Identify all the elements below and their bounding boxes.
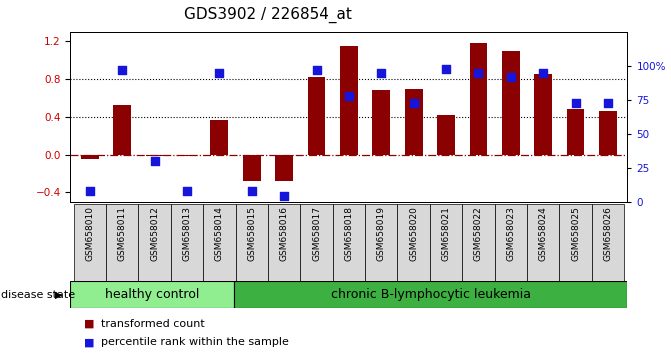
Bar xyxy=(397,204,430,281)
Bar xyxy=(236,204,268,281)
Point xyxy=(441,66,452,72)
Bar xyxy=(211,120,228,155)
Point xyxy=(409,100,419,105)
Point xyxy=(311,67,322,73)
Point xyxy=(473,70,484,75)
Point xyxy=(182,188,193,194)
Bar xyxy=(81,155,99,159)
Point xyxy=(117,67,127,73)
Bar xyxy=(146,155,164,156)
Bar xyxy=(74,204,106,281)
Point xyxy=(149,158,160,164)
Bar xyxy=(437,115,455,155)
Text: GSM658018: GSM658018 xyxy=(344,206,354,261)
Bar xyxy=(405,88,423,155)
Point xyxy=(376,70,386,75)
Bar xyxy=(502,51,520,155)
Bar xyxy=(527,204,560,281)
Text: GSM658023: GSM658023 xyxy=(507,206,515,261)
Bar xyxy=(430,204,462,281)
Bar xyxy=(301,204,333,281)
Text: GSM658011: GSM658011 xyxy=(118,206,127,261)
Point xyxy=(603,100,613,105)
Point xyxy=(246,188,257,194)
Text: transformed count: transformed count xyxy=(101,319,205,329)
Bar xyxy=(495,204,527,281)
Point xyxy=(344,93,354,98)
Bar xyxy=(70,281,234,308)
Bar xyxy=(333,204,365,281)
Text: ■: ■ xyxy=(84,319,95,329)
Bar xyxy=(307,77,325,155)
Point xyxy=(505,74,516,80)
Bar xyxy=(275,155,293,181)
Text: ■: ■ xyxy=(84,337,95,348)
Bar xyxy=(462,204,495,281)
Bar xyxy=(203,204,236,281)
Text: GSM658012: GSM658012 xyxy=(150,206,159,261)
Bar xyxy=(234,281,627,308)
Bar xyxy=(106,204,138,281)
Text: GSM658025: GSM658025 xyxy=(571,206,580,261)
Point xyxy=(570,100,581,105)
Text: percentile rank within the sample: percentile rank within the sample xyxy=(101,337,289,348)
Point xyxy=(278,194,289,199)
Text: disease state: disease state xyxy=(1,290,75,300)
Bar xyxy=(340,46,358,155)
Bar xyxy=(567,109,584,155)
Bar xyxy=(365,204,397,281)
Text: GSM658017: GSM658017 xyxy=(312,206,321,261)
Text: healthy control: healthy control xyxy=(105,288,199,301)
Bar xyxy=(138,204,171,281)
Text: ▶: ▶ xyxy=(55,290,62,300)
Point xyxy=(538,70,549,75)
Bar xyxy=(592,204,624,281)
Text: GSM658024: GSM658024 xyxy=(539,206,548,261)
Bar xyxy=(178,155,196,156)
Text: GSM658013: GSM658013 xyxy=(183,206,191,261)
Bar xyxy=(470,43,487,155)
Text: GSM658020: GSM658020 xyxy=(409,206,418,261)
Text: GSM658016: GSM658016 xyxy=(280,206,289,261)
Text: GSM658022: GSM658022 xyxy=(474,206,483,261)
Bar xyxy=(243,155,261,181)
Text: GSM658021: GSM658021 xyxy=(442,206,450,261)
Point xyxy=(85,188,95,194)
Bar xyxy=(268,204,301,281)
Bar xyxy=(599,111,617,155)
Bar xyxy=(171,204,203,281)
Text: chronic B-lymphocytic leukemia: chronic B-lymphocytic leukemia xyxy=(331,288,531,301)
Bar xyxy=(372,90,391,155)
Text: GDS3902 / 226854_at: GDS3902 / 226854_at xyxy=(185,7,352,23)
Text: GSM658014: GSM658014 xyxy=(215,206,224,261)
Bar xyxy=(534,74,552,155)
Point xyxy=(214,70,225,75)
Text: GSM658026: GSM658026 xyxy=(603,206,613,261)
Bar xyxy=(560,204,592,281)
Text: GSM658015: GSM658015 xyxy=(248,206,256,261)
Text: GSM658019: GSM658019 xyxy=(377,206,386,261)
Bar xyxy=(113,105,131,155)
Text: GSM658010: GSM658010 xyxy=(85,206,95,261)
